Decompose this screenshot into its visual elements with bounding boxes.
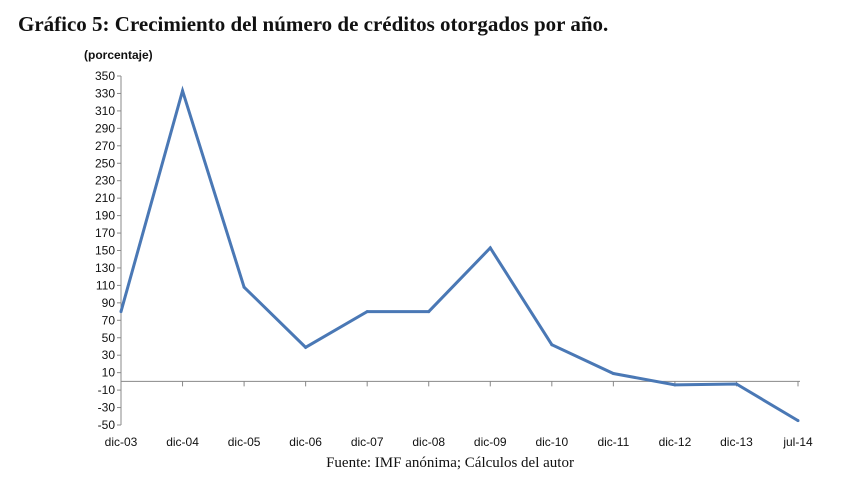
y-tick-label: 170 <box>95 226 115 240</box>
y-tick-label: 290 <box>95 121 115 135</box>
data-point <box>181 89 185 93</box>
y-tick-label: 130 <box>95 261 115 275</box>
y-tick-label: 10 <box>102 366 116 380</box>
data-line <box>119 85 799 422</box>
y-tick-label: 210 <box>95 191 115 205</box>
y-tick-label: -10 <box>98 383 116 397</box>
x-tick-label: dic-09 <box>474 435 507 449</box>
y-tick-label: 350 <box>95 69 115 83</box>
x-tick-label: dic-05 <box>228 435 261 449</box>
data-point <box>488 246 492 250</box>
x-tick-label: jul-14 <box>782 435 813 449</box>
y-tick-label: 270 <box>95 139 115 153</box>
y-tick-label: 190 <box>95 209 115 223</box>
data-point <box>119 310 123 314</box>
y-tick-label: 310 <box>95 104 115 118</box>
x-tick-label: dic-10 <box>535 435 568 449</box>
y-tick-label: 150 <box>95 244 115 258</box>
chart-title: Gráfico 5: Crecimiento del número de cré… <box>18 12 609 36</box>
y-tick-label: 70 <box>102 313 116 327</box>
y-axis-label: (porcentaje) <box>84 48 153 62</box>
y-tick-label: 330 <box>95 86 115 100</box>
data-point <box>611 372 615 376</box>
y-tick-label: 230 <box>95 174 115 188</box>
x-tick-label: dic-06 <box>289 435 322 449</box>
x-tick-label: dic-03 <box>105 435 138 449</box>
data-point <box>365 310 369 314</box>
data-point <box>427 310 431 314</box>
y-tick-label: 250 <box>95 156 115 170</box>
data-point <box>673 383 677 387</box>
y-tick-label: 110 <box>96 278 115 292</box>
source-note: Fuente: IMF anónima; Cálculos del autor <box>326 455 574 471</box>
data-point <box>242 285 246 289</box>
y-tick-label: 90 <box>102 296 116 310</box>
y-tick-label: -30 <box>98 401 116 415</box>
data-point <box>550 343 554 347</box>
y-tick-label: 30 <box>102 348 116 362</box>
x-tick-label: dic-11 <box>597 435 629 449</box>
data-point <box>796 419 800 423</box>
y-tick-label: 50 <box>102 331 116 345</box>
data-point <box>304 345 308 349</box>
data-point <box>734 382 738 386</box>
y-tick-label: -50 <box>98 418 116 432</box>
x-tick-label: dic-04 <box>166 435 199 449</box>
x-tick-label: dic-12 <box>659 435 692 449</box>
x-tick-label: dic-08 <box>412 435 445 449</box>
x-tick-label: dic-13 <box>720 435 753 449</box>
x-tick-label: dic-07 <box>351 435 384 449</box>
